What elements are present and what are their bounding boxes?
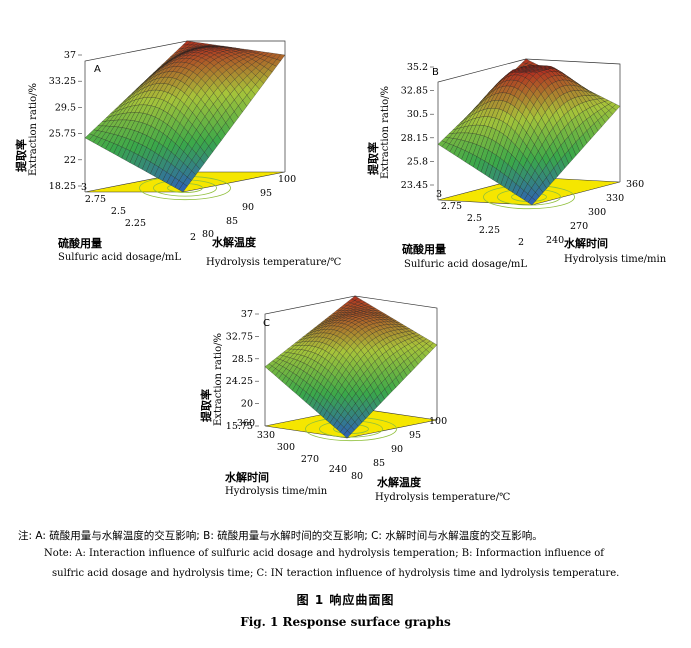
panel-letter-c: C — [263, 318, 270, 329]
z-tick-label: 30.5 — [407, 109, 428, 120]
x-tick-label: 2.75 — [441, 201, 462, 212]
z-tick-label: 15.75 — [226, 421, 253, 432]
y-tick-label: 95 — [409, 430, 421, 441]
y-label-cn-a: 水解温度 — [212, 235, 257, 249]
z-tick-label: 24.25 — [226, 376, 253, 387]
surface-facet — [527, 197, 536, 206]
x-label-cn-b: 硫酸用量 — [402, 242, 446, 256]
x-tick-label: 3 — [436, 189, 442, 200]
y-label-en-b: Hydrolysis time/min — [564, 254, 667, 265]
y-tick-label: 80 — [351, 471, 363, 482]
surface-plot-a: A 18.25 22 25.75 29.5 33.25 37 2 2.252.5 2.753 80… — [14, 40, 341, 268]
note-en-line2: sulfric acid dosage and hydrolysis time;… — [52, 568, 620, 579]
z-tick-label: 25.75 — [49, 129, 76, 140]
x-tick-label: 2 — [190, 232, 196, 243]
y-tick-label: 300 — [588, 207, 606, 218]
x-tick-label: 2.5 — [111, 206, 126, 217]
z-tick-label: 29.5 — [55, 102, 76, 113]
z-label-en-c: Extraction ratio/% — [213, 333, 224, 426]
note-cn: 注: A: 硫酸用量与水解温度的交互影响; B: 硫酸用量与水解时间的交互影响;… — [18, 530, 543, 542]
x-label-en-a: Sulfuric acid dosage/mL — [58, 252, 181, 263]
z-label-en-b: Extraction ratio/% — [380, 86, 391, 179]
z-label-cn-b: 提取率 — [366, 142, 380, 175]
z-tick-label: 32.85 — [401, 86, 428, 97]
x-tick-label: 360 — [237, 418, 255, 429]
y-tick-label: 100 — [278, 174, 296, 185]
z-tick-label: 37 — [64, 50, 76, 61]
panel-b: B 23.45 25.8 28.15 30.5 32.85 35.2 2 2.25 2.5 2.7… — [360, 45, 670, 275]
y-label-cn-b: 水解时间 — [564, 236, 608, 250]
z-tick-label: 33.25 — [49, 76, 76, 87]
x-tick-label: 2.75 — [85, 194, 106, 205]
x-label-en-c: Hydrolysis time/min — [225, 486, 328, 497]
x-tick-label: 300 — [277, 442, 295, 453]
surface-plot-b: B 23.45 25.8 28.15 30.5 32.85 35.2 2 2.252.5 2.7… — [366, 58, 667, 270]
y-tick-label: 85 — [373, 458, 385, 469]
figure-caption-cn: 图 1 响应曲面图 — [296, 593, 395, 607]
panel-c: C 15.75 20 24.25 28.5 32.75 37 240 270 300 330 360… — [195, 295, 510, 512]
note-en-line1: Note: A: Interaction influence of sulfur… — [44, 548, 604, 559]
z-tick-label: 20 — [241, 399, 253, 410]
x-tick-label: 330 — [257, 430, 275, 441]
z-label-cn-c: 提取率 — [199, 389, 213, 422]
x-tick-label: 2.5 — [467, 213, 482, 224]
y-tick-label: 100 — [429, 416, 447, 427]
surface-plot-c: C 15.75 20 24.25 28.5 32.75 37 240 270 300330360… — [199, 295, 510, 503]
y-label-cn-c: 水解温度 — [377, 475, 422, 489]
z-tick-label: 32.75 — [226, 331, 253, 342]
y-tick-label: 80 — [202, 229, 214, 240]
y-label-en-a: Hydrolysis temperature/℃ — [206, 257, 341, 268]
z-tick-label: 35.2 — [407, 62, 428, 73]
x-tick-label: 2 — [518, 237, 524, 248]
x-tick-label: 240 — [329, 464, 347, 475]
x-label-cn-c: 水解时间 — [225, 470, 269, 484]
x-tick-label: 2.25 — [479, 225, 500, 236]
x-tick-label: 3 — [81, 182, 87, 193]
z-tick-label: 28.5 — [232, 354, 253, 365]
x-label-cn-a: 硫酸用量 — [58, 236, 102, 250]
z-tick-label: 28.15 — [401, 133, 428, 144]
y-tick-label: 330 — [606, 193, 624, 204]
z-label-cn-a: 提取率 — [14, 139, 28, 172]
x-tick-label: 2.25 — [125, 218, 146, 229]
x-tick-label: 270 — [301, 454, 319, 465]
y-tick-label: 95 — [260, 188, 272, 199]
surface-facet — [178, 183, 188, 193]
y-tick-label: 240 — [546, 235, 564, 246]
panel-a: A 18.25 22 25.75 29.5 33.25 37 2 2.25 2.5 2.75 3 80… — [10, 40, 341, 270]
y-tick-label: 90 — [242, 202, 254, 213]
y-tick-label: 270 — [570, 221, 588, 232]
y-tick-label: 360 — [626, 179, 644, 190]
z-label-en-a: Extraction ratio/% — [28, 83, 39, 176]
y-label-en-c: Hydrolysis temperature/℃ — [375, 492, 510, 503]
z-tick-label: 18.25 — [49, 181, 76, 192]
panel-letter-a: A — [94, 64, 101, 75]
panel-letter-b: B — [432, 67, 439, 78]
z-tick-label: 25.8 — [407, 156, 428, 167]
z-tick-label: 37 — [241, 309, 253, 320]
figure-caption-en: Fig. 1 Response surface graphs — [240, 615, 451, 629]
z-tick-label: 22 — [64, 155, 76, 166]
surface-facet — [343, 430, 351, 439]
y-tick-label: 85 — [226, 216, 238, 227]
y-tick-label: 90 — [391, 444, 403, 455]
z-tick-label: 23.45 — [401, 180, 428, 191]
x-label-en-b: Sulfuric acid dosage/mL — [404, 259, 527, 270]
